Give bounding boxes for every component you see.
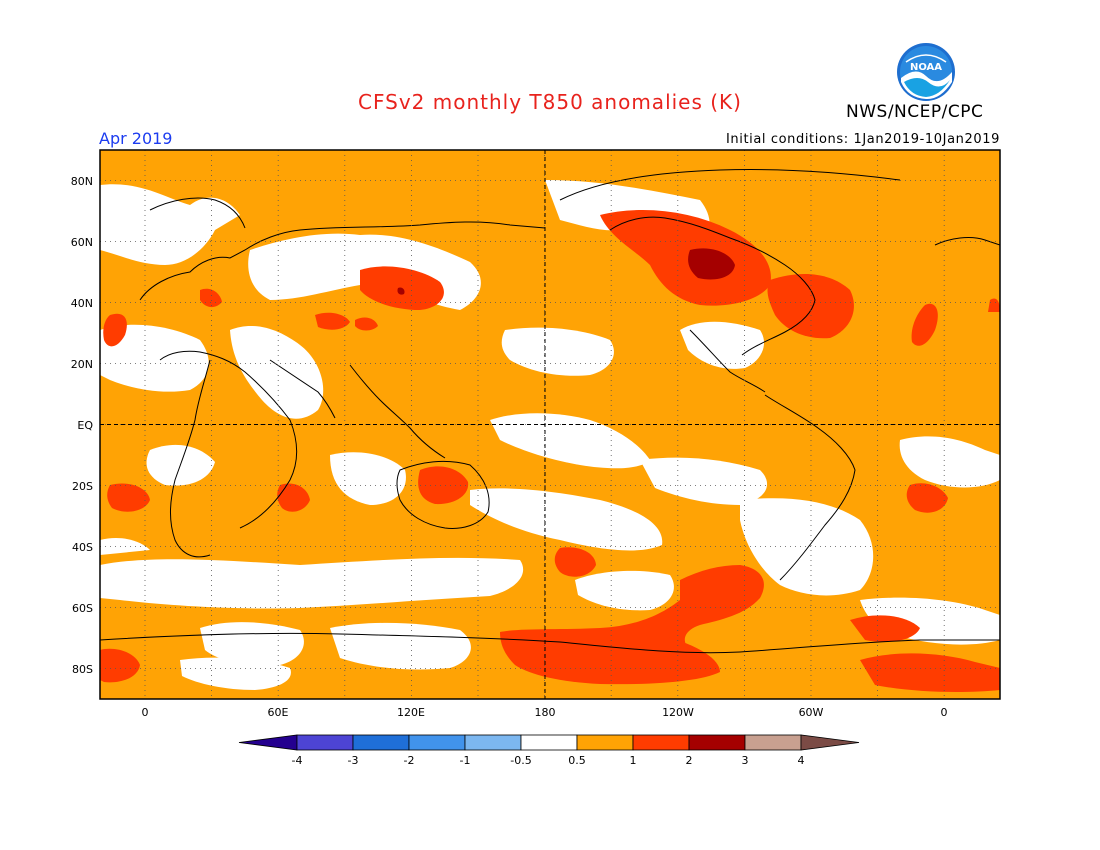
x-tick-label: 120W [662, 706, 694, 719]
y-tick-label: 20N [71, 358, 93, 371]
forecast-month-label: Apr 2019 [99, 129, 173, 148]
y-tick-label: 80N [71, 175, 93, 188]
coastlines [100, 169, 1000, 654]
colorbar-swatch [576, 734, 634, 751]
x-tick-label: 60E [268, 706, 289, 719]
agency-label: NWS/NCEP/CPC [846, 102, 984, 122]
colorbar-level-label: 4 [798, 754, 805, 767]
colorbar-level-label: -4 [292, 754, 303, 767]
colorbar-level-label: 1 [630, 754, 637, 767]
logo-text: NOAA [910, 62, 942, 73]
x-tick-label: 180 [535, 706, 556, 719]
colorbar-swatch [352, 734, 410, 751]
map-frame [99, 149, 1001, 700]
x-tick-label: 0 [142, 706, 149, 719]
colorbar-swatch [464, 734, 522, 751]
anomaly-1-to-2-regions [100, 210, 1000, 693]
colorbar-swatch [688, 734, 746, 751]
colorbar-level-label: 0.5 [568, 754, 586, 767]
x-tick-label: 60W [799, 706, 824, 719]
x-axis: 0 60E 120E 180 120W 60W 0 [142, 706, 948, 719]
noaa-logo: NOAA [897, 43, 955, 101]
y-tick-label: 80S [72, 663, 93, 676]
anomaly-2-to-3-regions [397, 248, 735, 295]
map-title: CFSv2 monthly T850 anomalies (K) [358, 90, 742, 114]
colorbar-level-label: -0.5 [510, 754, 531, 767]
colorbar-level-label: -1 [460, 754, 471, 767]
colorbar-swatch [632, 734, 690, 751]
colorbar-arrow-high [800, 734, 860, 751]
colorbar-level-label: 3 [742, 754, 749, 767]
colorbar: -4 -3 -2 -1 -0.5 0.5 1 2 3 4 [238, 734, 860, 767]
y-tick-label: 40N [71, 297, 93, 310]
colorbar-level-label: -3 [348, 754, 359, 767]
y-axis: 80N 60N 40N 20N EQ 20S 40S 60S 80S [71, 175, 94, 676]
y-tick-label: 60N [71, 236, 93, 249]
y-tick-label: 40S [72, 541, 93, 554]
colorbar-swatch [296, 734, 354, 751]
x-tick-label: 0 [941, 706, 948, 719]
colorbar-level-label: 2 [686, 754, 693, 767]
near-zero-regions [100, 180, 1000, 690]
y-tick-label: 60S [72, 602, 93, 615]
colorbar-level-label: -2 [404, 754, 415, 767]
x-tick-label: 120E [397, 706, 425, 719]
colorbar-swatch [744, 734, 802, 751]
colorbar-swatch [408, 734, 466, 751]
y-tick-label: EQ [77, 419, 93, 432]
y-tick-label: 20S [72, 480, 93, 493]
colorbar-swatch [520, 734, 578, 751]
initial-conditions-label: Initial conditions: 1Jan2019-10Jan2019 [725, 132, 1000, 147]
colorbar-arrow-low [238, 734, 298, 751]
